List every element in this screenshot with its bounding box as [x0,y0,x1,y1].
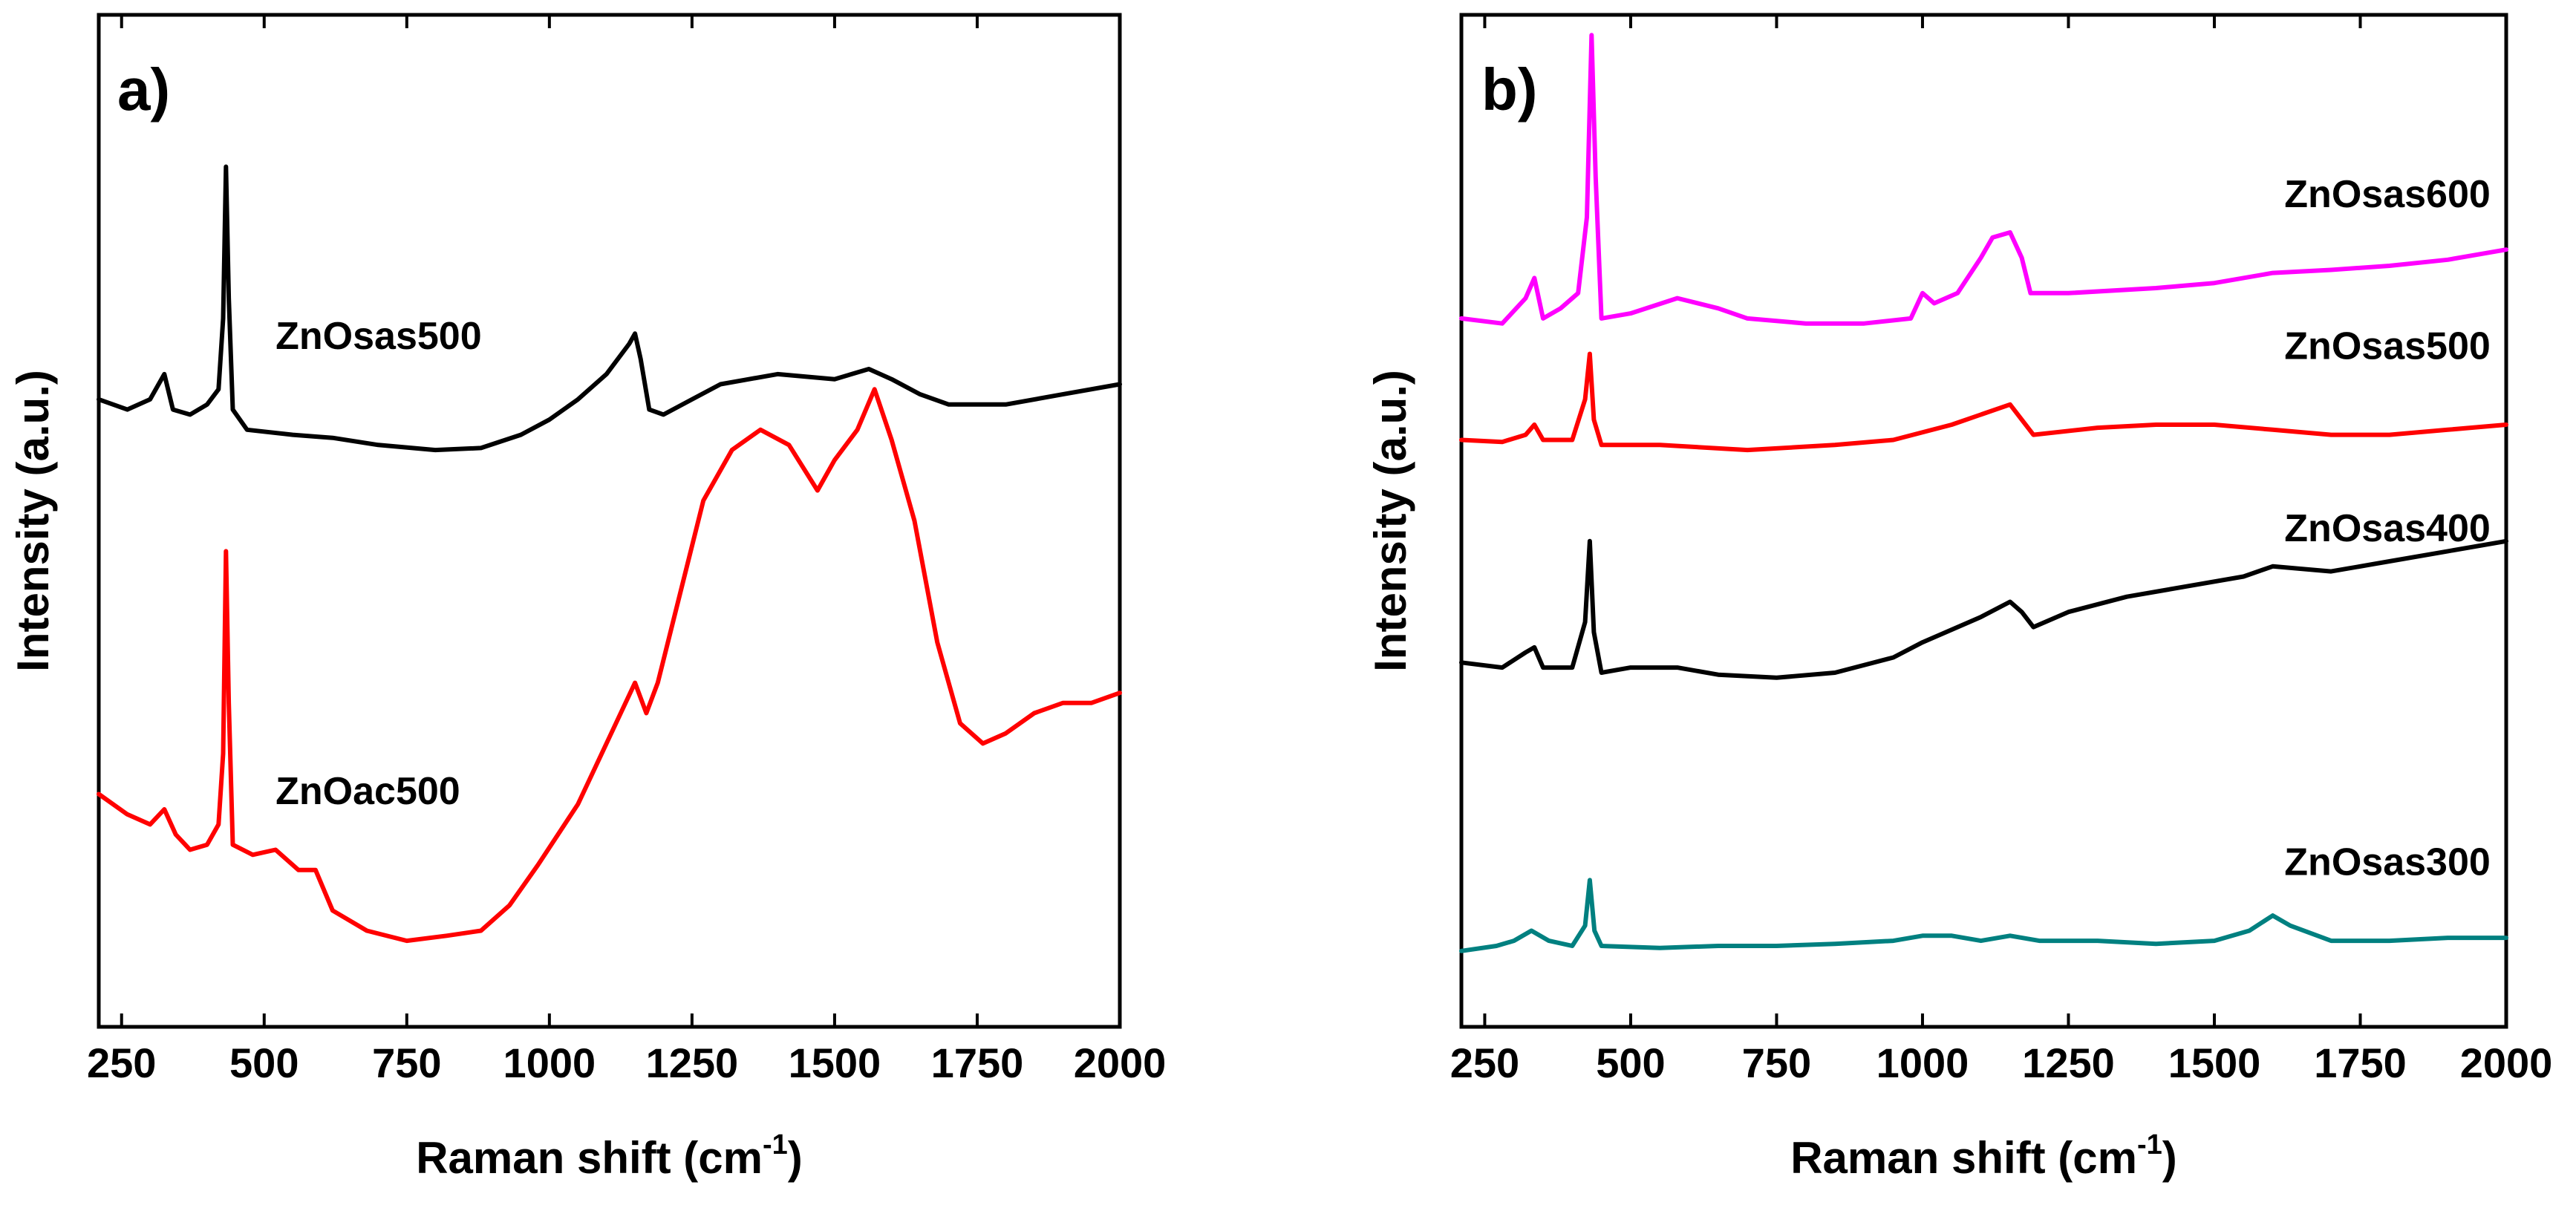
x-axis-label-sup: -1 [763,1129,788,1160]
x-tick-label: 1250 [646,1039,739,1086]
panel-a: 250 500 750 1000 1250 1500 1750 2000 ZnOsas500 Zn… [8,13,1167,1183]
x-tick-label: 750 [372,1039,441,1086]
x-tick-label: 1750 [2314,1039,2407,1086]
x-axis-label-tail: ) [788,1133,803,1183]
series-line-znosas300 [1459,878,2508,953]
x-tick-label: 750 [1742,1039,1811,1086]
series-label: ZnOsas600 [2284,173,2491,216]
y-axis-label: Intensity (a.u.) [8,370,58,672]
x-tick-label: 1000 [503,1039,596,1086]
panel-label: a) [117,56,170,123]
series-line-znoac500 [97,387,1122,944]
x-axis-label-main: Raman shift (cm [416,1133,763,1183]
x-axis-label: Raman shift (cm-1) [416,1129,803,1183]
x-tick-label: 500 [1596,1039,1665,1086]
x-tick-label: 1250 [2022,1039,2115,1086]
x-tick-label: 2000 [1074,1039,1167,1086]
series-label: ZnOsas500 [275,315,482,358]
x-tick-label: 1750 [931,1039,1024,1086]
x-tick-label: 1500 [789,1039,881,1086]
series-line-znosas500 [97,164,1122,453]
x-tick-label: 250 [1450,1039,1519,1086]
x-axis-label: Raman shift (cm-1) [1790,1129,2177,1183]
panel-b: 250 500 750 1000 1250 1500 1750 2000 ZnOsas600 Zn… [1366,13,2553,1183]
plot-frame [97,13,1122,1029]
series-label: ZnOsas400 [2284,507,2491,550]
series-line-znosas500 [1459,351,2508,453]
y-axis-label: Intensity (a.u.) [1366,370,1415,672]
x-tick-label: 1500 [2168,1039,2261,1086]
series-line-znosas600 [1459,33,2508,326]
series-line-znosas400 [1459,538,2508,680]
x-tick-label: 250 [87,1039,156,1086]
plot-frame [1459,13,2508,1029]
x-tick-label: 2000 [2460,1039,2553,1086]
x-axis-label-main: Raman shift (cm [1790,1133,2137,1183]
x-tick-label: 500 [229,1039,299,1086]
panel-label: b) [1481,56,1538,123]
x-axis-label-tail: ) [2162,1133,2177,1183]
x-tick-label: 1000 [1876,1039,1969,1086]
series-label: ZnOac500 [275,770,460,813]
series-label: ZnOsas500 [2284,324,2491,368]
x-axis-label-sup: -1 [2137,1129,2162,1160]
series-label: ZnOsas300 [2284,841,2491,884]
